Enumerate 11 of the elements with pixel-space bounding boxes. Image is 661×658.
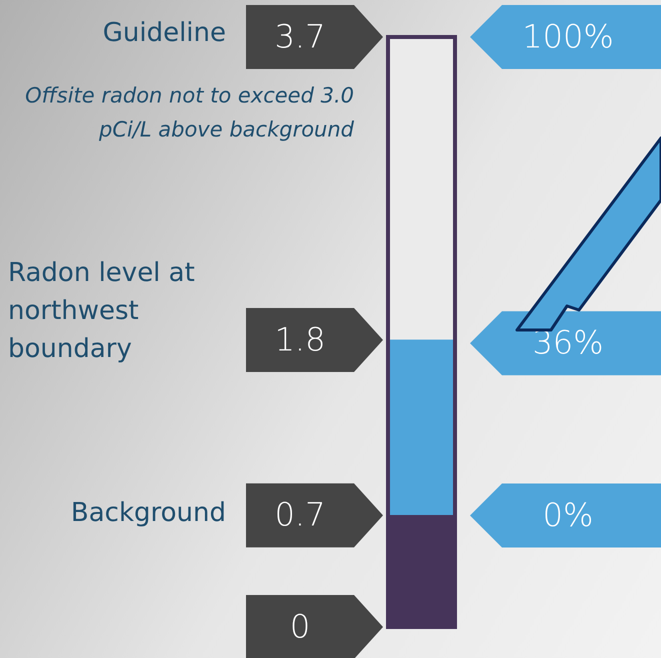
y-tick-label: 3.7: [274, 17, 326, 56]
y-tick-label: 1.8: [274, 320, 326, 358]
y-tick-label: 0.7: [274, 496, 326, 534]
text: Radon level at northwest boundary: [8, 258, 195, 364]
text: Offsite radon not to exceed 3.0 pCi/L above background: [25, 83, 355, 142]
y2-tick-label: 100%: [522, 17, 614, 56]
y2-tick-label: 36%: [532, 324, 604, 362]
y-tick-label: 0: [290, 607, 310, 646]
y2-tick-label: 0%: [542, 496, 594, 534]
text: Guideline: [102, 18, 226, 48]
text: Background: [70, 498, 226, 528]
